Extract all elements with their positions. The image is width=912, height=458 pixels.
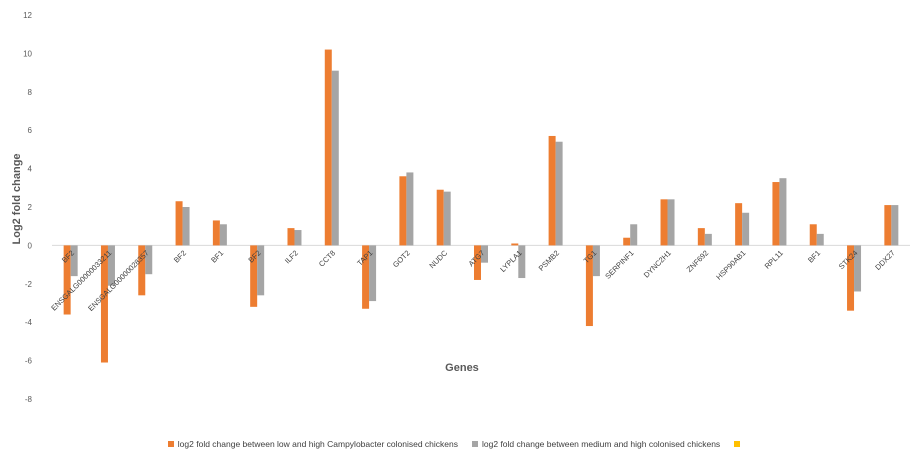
bar-series-1 (138, 245, 146, 296)
y-tick-label: -2 (25, 280, 33, 289)
bar-series-2 (145, 245, 153, 275)
bar-series-2 (369, 245, 377, 302)
y-tick-label: -4 (25, 318, 33, 327)
bar-series-1 (287, 228, 295, 246)
bar-series-2 (854, 245, 862, 292)
x-category-label: ILF2 (283, 248, 300, 265)
bar-series-1 (63, 245, 71, 315)
y-tick-label: -6 (25, 357, 33, 366)
bar-series-1 (697, 228, 705, 246)
bar-series-2 (816, 233, 824, 246)
bar-series-2 (667, 199, 675, 246)
legend-item-low-vs-high: log2 fold change between low and high Ca… (167, 439, 459, 449)
x-category-label: DDX27 (873, 248, 896, 271)
x-category-label: ZNF692 (685, 248, 711, 274)
y-tick-label: 4 (28, 165, 33, 174)
bar-series-1 (175, 201, 183, 246)
bar-series-2 (704, 233, 712, 246)
bar-series-2 (891, 205, 899, 246)
bar-series-1 (772, 182, 780, 246)
y-tick-label: 10 (23, 49, 32, 58)
legend: log2 fold change between low and high Ca… (0, 436, 912, 452)
bar-series-2 (443, 191, 451, 246)
bar-series-1 (511, 243, 519, 246)
bar-series-2 (779, 178, 787, 246)
bar-series-2 (70, 245, 78, 277)
bar-series-1 (735, 203, 743, 246)
bar-series-2 (518, 245, 526, 279)
bar-series-2 (555, 141, 563, 246)
legend-item-medium-vs-high: log2 fold change between medium and high… (472, 439, 720, 449)
x-category-label: RPL11 (763, 248, 785, 270)
legend-swatch-yellow (734, 441, 741, 447)
legend-label-low-vs-high: log2 fold change between low and high Ca… (177, 439, 459, 449)
bar-series-2 (406, 172, 414, 246)
bar-series-1 (585, 245, 593, 327)
bar-series-1 (548, 135, 556, 246)
bar-series-1 (660, 199, 668, 246)
x-category-label: PSMB2 (537, 248, 561, 272)
x-axis-title: Genes (445, 362, 479, 374)
x-category-label: BF1 (806, 248, 822, 264)
x-category-label: CCT8 (317, 248, 337, 268)
x-category-label: BF2 (172, 248, 188, 264)
bar-series-2 (182, 207, 190, 246)
bar-series-2 (294, 230, 302, 246)
bar-series-1 (250, 245, 258, 307)
bar-series-1 (623, 237, 631, 246)
bar-series-1 (847, 245, 855, 311)
x-category-label: NUDC (427, 248, 449, 270)
legend-swatch-orange (167, 441, 174, 447)
bar-series-1 (362, 245, 370, 309)
bar-series-2 (331, 70, 339, 246)
y-tick-label: -8 (25, 395, 33, 404)
y-tick-label: 2 (28, 203, 33, 212)
y-tick-label: 6 (28, 126, 33, 135)
x-category-label: GOT2 (391, 248, 412, 269)
bar-series-1 (324, 49, 332, 246)
bar-series-2 (107, 245, 115, 286)
y-tick-label: 0 (28, 241, 33, 250)
bar-series-2 (481, 245, 488, 263)
bar-series-2 (257, 245, 265, 296)
x-category-label: SERPINF1 (603, 248, 635, 280)
y-axis-title: Log2 fold change (11, 153, 23, 244)
bar-series-1 (436, 189, 444, 246)
bar-series-1 (884, 205, 892, 246)
bar-series-1 (100, 245, 108, 363)
y-tick-label: 8 (28, 88, 33, 97)
legend-swatch-gray (472, 441, 479, 447)
x-category-label: HSP90AB1 (714, 248, 747, 281)
bar-series-2 (219, 224, 227, 246)
bar-series-2 (592, 245, 600, 277)
y-tick-label: 12 (23, 11, 32, 20)
bar-series-1 (474, 245, 481, 280)
bar-series-1 (809, 224, 817, 246)
bar-series-2 (742, 212, 750, 246)
x-category-label: DYNC2H1 (642, 248, 673, 279)
legend-item-empty-series (734, 441, 744, 447)
bar-series-2 (630, 224, 638, 246)
bar-series-1 (399, 176, 407, 246)
bar-series-1 (212, 220, 220, 246)
x-category-label: BF1 (209, 248, 225, 264)
legend-label-medium-vs-high: log2 fold change between medium and high… (482, 439, 721, 449)
